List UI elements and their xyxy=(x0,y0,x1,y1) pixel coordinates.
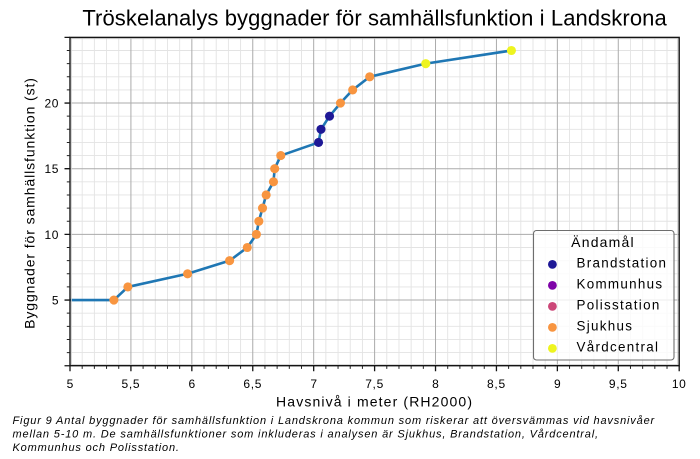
svg-text:Kommunhus och Polisstation.: Kommunhus och Polisstation. xyxy=(13,442,180,454)
svg-text:5,5: 5,5 xyxy=(122,377,141,391)
svg-text:9,5: 9,5 xyxy=(609,377,628,391)
svg-text:Figur 9 Antal byggnader för sa: Figur 9 Antal byggnader för samhällsfunk… xyxy=(13,415,656,427)
svg-text:Tröskelanalys byggnader för sa: Tröskelanalys byggnader för samhällsfunk… xyxy=(82,6,667,31)
svg-text:Polisstation: Polisstation xyxy=(577,298,661,313)
svg-text:10: 10 xyxy=(44,228,59,242)
svg-text:5: 5 xyxy=(67,377,74,391)
svg-text:Vårdcentral: Vårdcentral xyxy=(577,340,660,355)
svg-text:10: 10 xyxy=(672,377,687,391)
svg-text:8,5: 8,5 xyxy=(487,377,506,391)
svg-text:7,5: 7,5 xyxy=(365,377,384,391)
svg-text:Sjukhus: Sjukhus xyxy=(577,319,634,334)
svg-text:5: 5 xyxy=(52,293,59,307)
svg-text:6: 6 xyxy=(188,377,195,391)
svg-text:15: 15 xyxy=(44,162,59,176)
svg-text:8: 8 xyxy=(432,377,439,391)
svg-text:Kommunhus: Kommunhus xyxy=(577,277,664,292)
svg-text:9: 9 xyxy=(554,377,561,391)
svg-text:Brandstation: Brandstation xyxy=(577,256,668,271)
svg-text:Ändamål: Ändamål xyxy=(571,234,635,250)
svg-text:6,5: 6,5 xyxy=(243,377,262,391)
svg-text:mellan 5-10 m. De samhällsfunk: mellan 5-10 m. De samhällsfunktioner som… xyxy=(13,429,599,441)
svg-text:Havsnivå i meter (RH2000): Havsnivå i meter (RH2000) xyxy=(276,394,473,410)
svg-text:7: 7 xyxy=(310,377,317,391)
svg-text:20: 20 xyxy=(44,96,59,110)
svg-text:Byggnader för samhällsfunktion: Byggnader för samhällsfunktion (st) xyxy=(21,77,37,329)
